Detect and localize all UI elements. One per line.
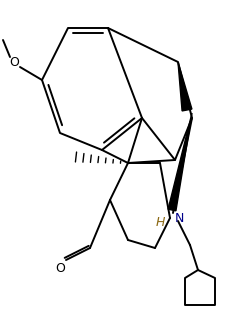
Text: O: O [9, 57, 19, 69]
Polygon shape [178, 62, 192, 111]
Text: O: O [55, 263, 65, 275]
Text: H: H [155, 216, 165, 230]
Polygon shape [168, 113, 192, 211]
Text: N: N [174, 212, 184, 224]
